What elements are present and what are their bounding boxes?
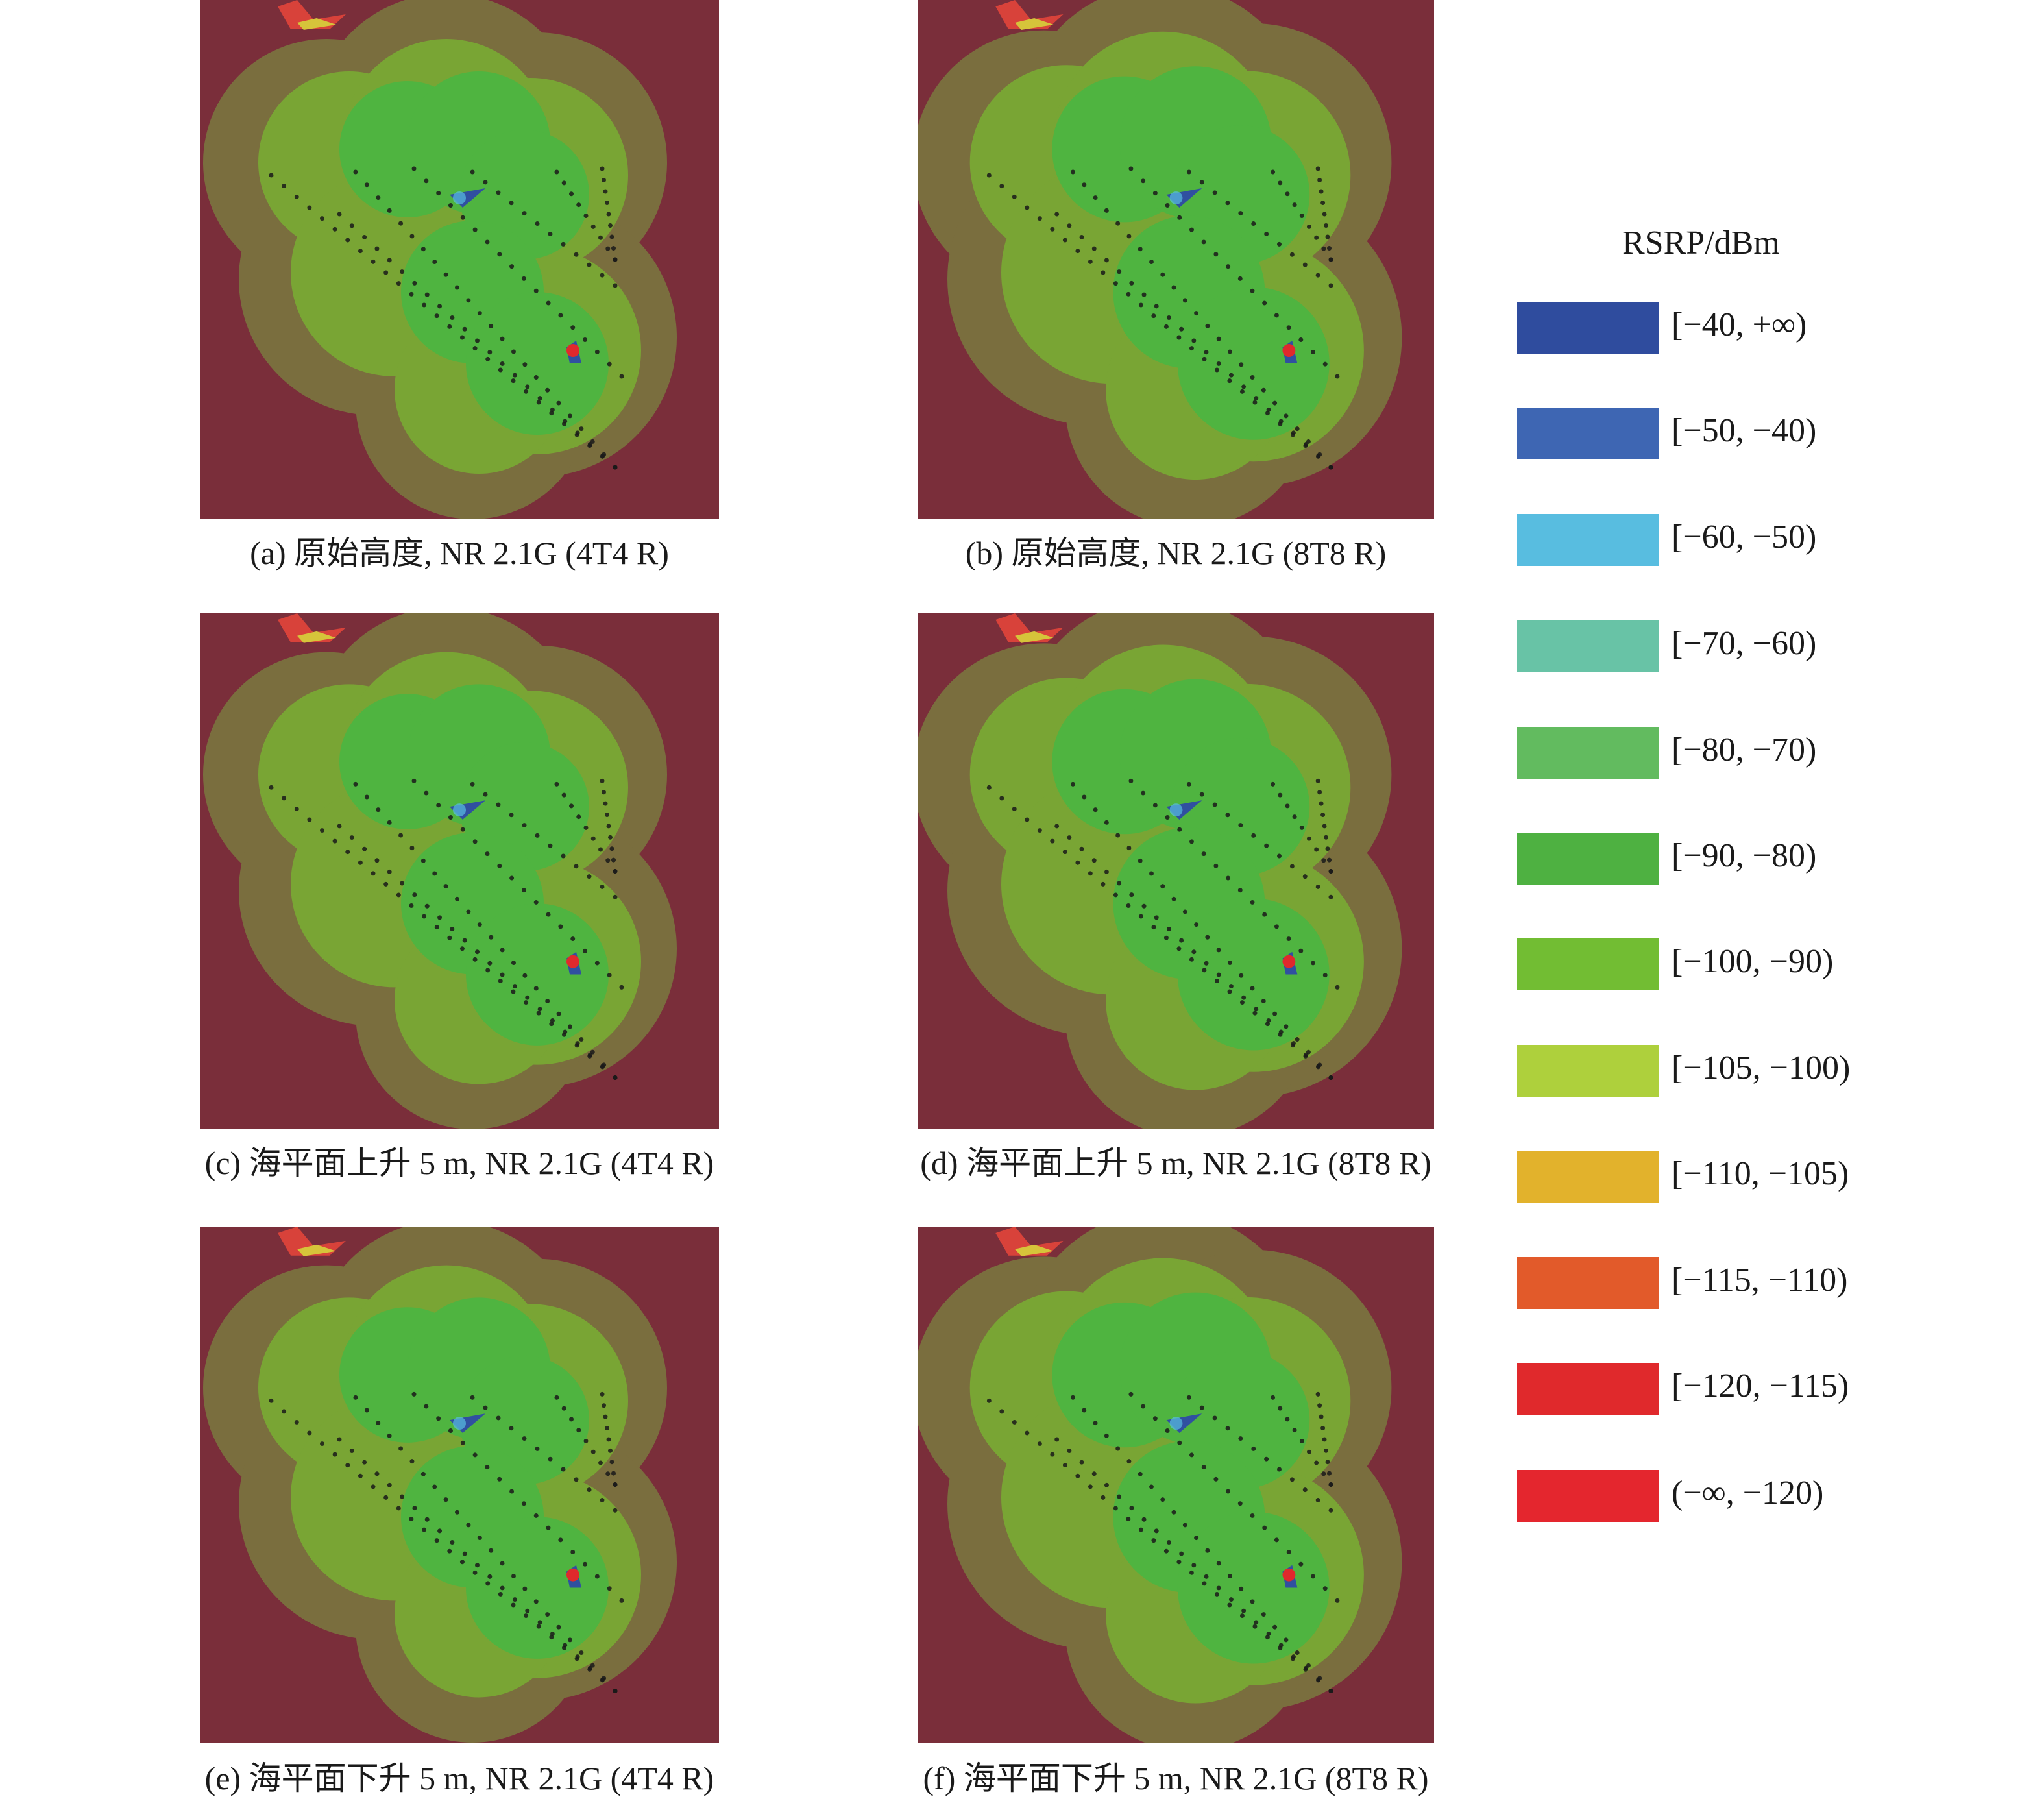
caption-c: (c) 海平面上升 5 m, NR 2.1G (4T4 R): [204, 1145, 714, 1181]
legend-swatch: [1517, 833, 1659, 885]
legend-label: [−70, −60): [1672, 625, 1817, 662]
caption-b: (b) 原始高度, NR 2.1G (8T8 R): [965, 535, 1387, 571]
legend-swatch: [1517, 1257, 1659, 1309]
legend-label: [−120, −115): [1672, 1367, 1849, 1404]
legend-item: (−∞, −120): [1517, 1470, 2044, 1522]
coverage-map-graphic: [200, 1227, 719, 1743]
legend-title: RSRP/dBm: [1622, 225, 1780, 262]
coverage-map-a: [200, 0, 719, 519]
legend-swatch: [1517, 514, 1659, 566]
coverage-map-b: [918, 0, 1434, 519]
legend-swatch: [1517, 302, 1659, 354]
legend-item: [−40, +∞): [1517, 302, 2044, 354]
coverage-map-graphic: [200, 0, 719, 519]
legend-label: [−50, −40): [1672, 412, 1817, 449]
caption-d: (d) 海平面上升 5 m, NR 2.1G (8T8 R): [920, 1145, 1431, 1181]
legend-item: [−70, −60): [1517, 620, 2044, 672]
legend-item: [−120, −115): [1517, 1363, 2044, 1415]
legend-label: [−80, −70): [1672, 731, 1817, 768]
legend-item: [−115, −110): [1517, 1257, 2044, 1309]
caption-f: (f) 海平面下升 5 m, NR 2.1G (8T8 R): [923, 1760, 1429, 1796]
legend-label: [−60, −50): [1672, 519, 1817, 556]
legend-item: [−50, −40): [1517, 408, 2044, 459]
coverage-map-e: [200, 1227, 719, 1743]
coverage-map-graphic: [200, 613, 719, 1129]
coverage-map-graphic: [918, 613, 1434, 1129]
legend-item: [−90, −80): [1517, 833, 2044, 885]
legend-item: [−60, −50): [1517, 514, 2044, 566]
legend-item: [−110, −105): [1517, 1151, 2044, 1203]
coverage-map-d: [918, 613, 1434, 1129]
legend-swatch: [1517, 938, 1659, 990]
legend-label: [−110, −105): [1672, 1155, 1849, 1192]
legend-label: (−∞, −120): [1672, 1475, 1824, 1511]
legend-swatch: [1517, 408, 1659, 459]
coverage-map-c: [200, 613, 719, 1129]
legend-item: [−105, −100): [1517, 1045, 2044, 1097]
caption-e: (e) 海平面下升 5 m, NR 2.1G (4T4 R): [204, 1760, 714, 1796]
legend-swatch: [1517, 620, 1659, 672]
coverage-map-graphic: [918, 1227, 1434, 1743]
legend-label: [−90, −80): [1672, 837, 1817, 874]
legend-swatch: [1517, 1045, 1659, 1097]
legend-label: [−105, −100): [1672, 1049, 1851, 1086]
legend-swatch: [1517, 727, 1659, 779]
legend-swatch: [1517, 1151, 1659, 1203]
legend-label: [−100, −90): [1672, 943, 1834, 980]
caption-a: (a) 原始高度, NR 2.1G (4T4 R): [250, 535, 669, 571]
coverage-map-f: [918, 1227, 1434, 1743]
legend-item: [−80, −70): [1517, 727, 2044, 779]
legend-label: [−115, −110): [1672, 1262, 1848, 1299]
legend-label: [−40, +∞): [1672, 306, 1807, 343]
legend-swatch: [1517, 1470, 1659, 1522]
legend-swatch: [1517, 1363, 1659, 1415]
legend-item: [−100, −90): [1517, 938, 2044, 990]
coverage-map-graphic: [918, 0, 1434, 519]
